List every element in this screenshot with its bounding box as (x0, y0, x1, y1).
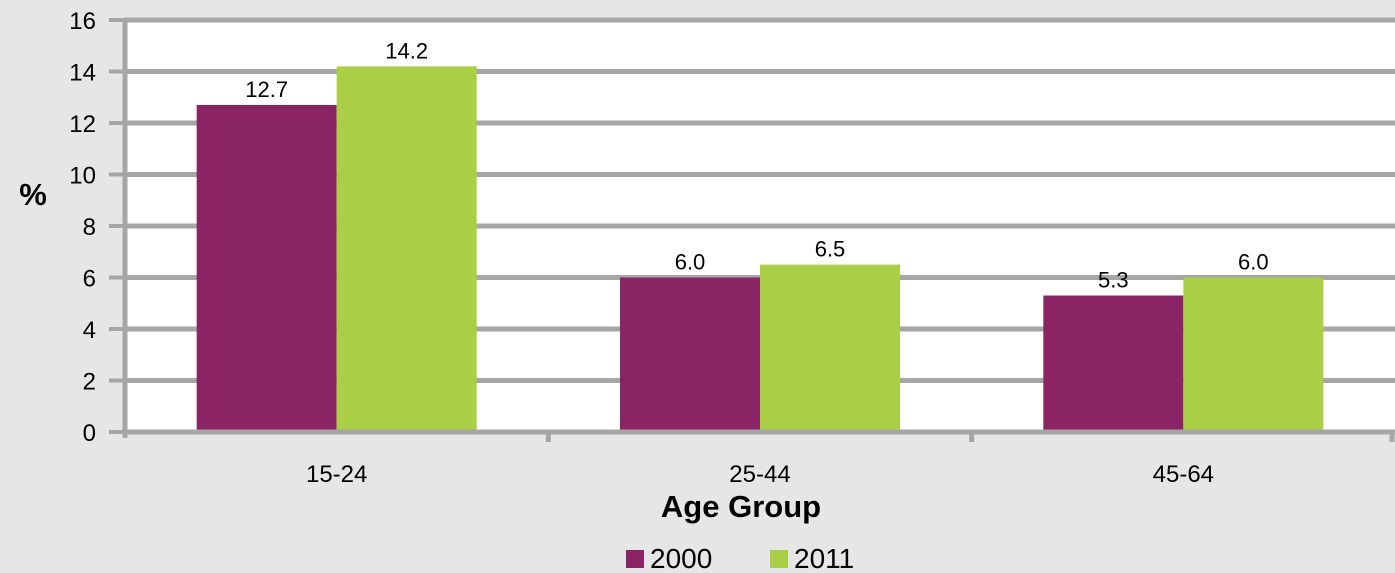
bar-2000-15-24 (196, 104, 337, 432)
bar-2011-45-64 (1183, 277, 1324, 432)
bar-2000-25-44 (620, 277, 760, 432)
bar-2000-45-64 (1043, 295, 1184, 432)
y-tick-label: 0 (83, 420, 96, 447)
y-tick-label: 4 (83, 317, 96, 344)
bars (196, 66, 1324, 432)
bar-2011-15-24 (336, 66, 477, 432)
legend: 2000 2011 (626, 543, 854, 573)
x-tick-label: 15-24 (306, 461, 367, 488)
y-tick-label: 10 (69, 163, 96, 190)
legend-label-2000: 2000 (650, 543, 712, 573)
legend-swatch-2011 (770, 550, 788, 568)
data-label: 14.2 (385, 38, 428, 63)
y-tick-label: 12 (69, 111, 96, 138)
legend-label-2011: 2011 (794, 543, 854, 573)
data-label: 12.7 (245, 77, 288, 102)
legend-swatch-2000 (626, 550, 644, 568)
y-tick-label: 16 (69, 8, 96, 35)
y-tick-label: 6 (83, 266, 96, 293)
data-label: 6.5 (815, 237, 846, 262)
data-labels: 12.7 14.2 6.0 6.5 5.3 6.0 (245, 38, 1268, 292)
data-label: 5.3 (1098, 268, 1129, 293)
y-axis-title: % (19, 177, 47, 212)
y-tick-label: 14 (69, 60, 96, 87)
x-tick-label: 25-44 (729, 461, 790, 488)
data-label: 6.0 (1238, 250, 1269, 275)
bar-2011-25-44 (760, 264, 900, 432)
x-tick-label: 45-64 (1153, 461, 1214, 488)
data-label: 6.0 (675, 250, 706, 275)
x-axis-title: Age Group (661, 489, 821, 524)
y-tick-label: 2 (83, 369, 96, 396)
axes: 0 2 4 6 8 10 12 14 16 15-24 25-44 45-64 (69, 8, 1395, 488)
y-tick-label: 8 (83, 214, 96, 241)
